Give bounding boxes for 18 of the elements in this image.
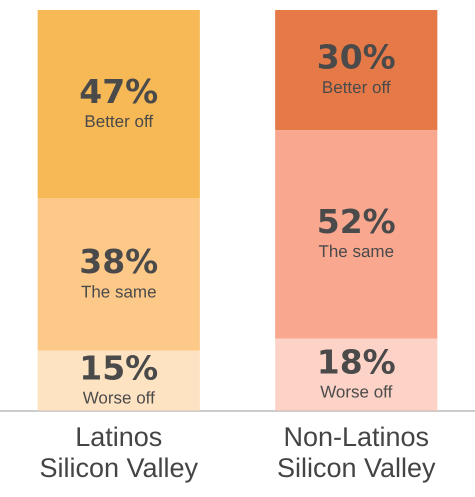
text: The same [80,282,157,302]
bar [38,198,200,351]
data-label: 18% [316,342,396,382]
bar [275,130,438,339]
text: Worse off [320,382,392,402]
data-label: 38% [79,242,158,282]
bar [275,10,438,130]
series-label: Better off [322,78,391,97]
series-label: The same [318,242,394,262]
data-label: 15% [79,348,158,388]
x-tick-label: Latinos Silicon Valley [39,422,199,483]
data-label: 52% [316,202,396,242]
data-label: 30% [316,38,396,77]
data-label: 47% [79,72,158,111]
text: Better off [84,112,154,131]
series-label: Worse off [82,388,156,408]
x-tick-label: Non-Latinos Silicon Valley [276,422,436,483]
bar [38,10,200,198]
